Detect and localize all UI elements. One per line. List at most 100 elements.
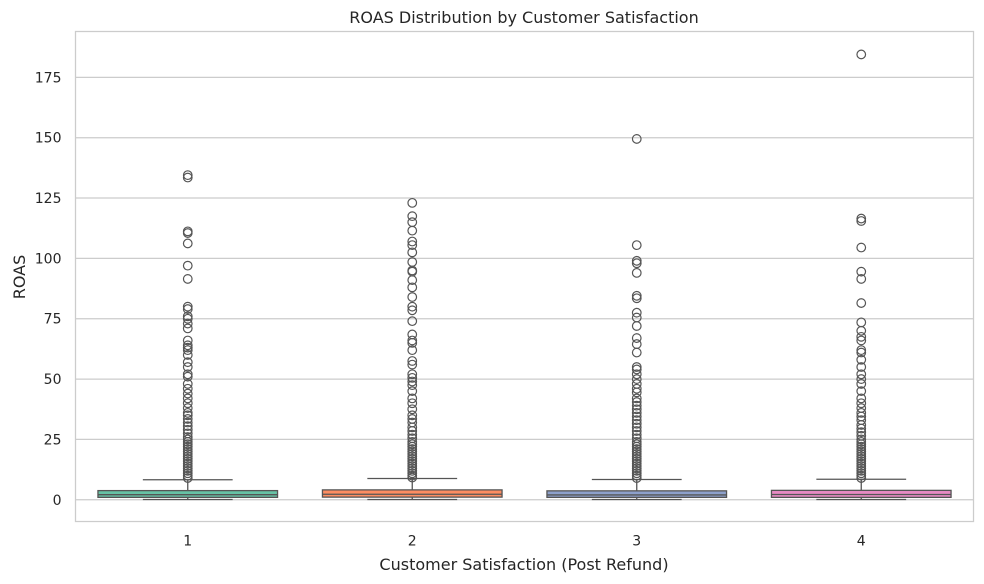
- outlier-point: [856, 325, 867, 336]
- outlier-point: [631, 453, 642, 464]
- outlier-point: [407, 386, 418, 397]
- outlier-point: [407, 380, 418, 391]
- outlier-point: [631, 400, 642, 411]
- outlier-point: [182, 393, 193, 404]
- outlier-point: [631, 426, 642, 436]
- outlier-point: [631, 293, 642, 304]
- outlier-point: [631, 339, 642, 349]
- outlier-point: [407, 197, 418, 208]
- outlier-point: [182, 350, 193, 360]
- outlier-point: [407, 458, 418, 469]
- y-axis-label: ROAS: [10, 255, 29, 300]
- x-axis-label: Customer Satisfaction (Post Refund): [379, 555, 668, 574]
- outlier-point: [407, 335, 418, 346]
- y-tick-labels: 0 25 50 75 100 125 150 175: [35, 70, 62, 508]
- outlier-point: [631, 444, 642, 454]
- x-tick-labels: 1 2 3 4: [183, 534, 866, 550]
- outlier-point: [631, 465, 642, 476]
- outlier-point: [407, 426, 418, 436]
- outlier-point: [407, 393, 418, 404]
- outlier-point: [631, 418, 642, 429]
- outlier-point: [182, 369, 193, 380]
- outlier-point: [182, 170, 193, 181]
- outlier-point: [182, 342, 193, 353]
- y-tick-label: 125: [35, 191, 62, 207]
- iqr-box: [97, 489, 279, 499]
- outlier-point: [182, 449, 193, 459]
- outlier-point: [631, 255, 642, 266]
- outlier-point: [856, 347, 867, 358]
- outlier-point: [182, 446, 193, 457]
- outlier-point: [407, 404, 418, 415]
- outlier-point: [407, 345, 418, 356]
- outlier-point: [856, 335, 867, 346]
- outlier-point: [407, 217, 418, 228]
- outlier-point: [856, 449, 867, 459]
- outlier-point: [631, 441, 642, 452]
- outlier-point: [182, 453, 193, 464]
- outlier-point: [856, 458, 867, 469]
- outlier-point: [631, 258, 642, 269]
- outlier-point: [182, 313, 193, 324]
- outlier-point: [856, 216, 867, 226]
- outlier-point: [182, 388, 193, 399]
- y-tick-label: 75: [44, 312, 62, 328]
- outlier-point: [182, 441, 193, 452]
- outlier-point: [856, 423, 867, 434]
- outlier-point: [182, 172, 193, 183]
- outlier-point: [182, 357, 193, 368]
- outlier-point: [856, 451, 867, 462]
- outlier-point: [631, 415, 642, 426]
- outlier-point: [856, 393, 867, 404]
- outlier-point: [631, 387, 642, 398]
- outlier-point: [407, 240, 418, 251]
- outlier-point: [631, 290, 642, 301]
- outlier-point: [182, 362, 193, 372]
- outlier-point: [407, 453, 418, 464]
- box-layer: [97, 49, 952, 501]
- box-group-2: [321, 197, 503, 501]
- outlier-point: [856, 374, 867, 384]
- outlier-point: [631, 446, 642, 457]
- y-tick-label: 50: [44, 372, 62, 388]
- outlier-point: [182, 458, 193, 469]
- outlier-point: [407, 236, 418, 247]
- outlier-point: [407, 410, 418, 421]
- outlier-point: [856, 470, 867, 481]
- outlier-point: [407, 211, 418, 222]
- y-tick-label: 25: [44, 432, 62, 448]
- outlier-point: [182, 228, 193, 238]
- outlier-point: [182, 323, 193, 334]
- outlier-point: [631, 404, 642, 415]
- outlier-point: [631, 364, 642, 375]
- outlier-point: [182, 439, 193, 450]
- outlier-point: [856, 298, 867, 308]
- outlier-point: [856, 345, 867, 356]
- outlier-point: [407, 449, 418, 459]
- outlier-point: [856, 439, 867, 450]
- outlier-point: [856, 266, 867, 277]
- outlier-point: [407, 444, 418, 454]
- outlier-point: [631, 439, 642, 450]
- outlier-point: [407, 446, 418, 457]
- chart-title: ROAS Distribution by Customer Satisfacti…: [349, 8, 698, 27]
- outlier-point: [631, 347, 642, 358]
- grid-layer: [75, 76, 974, 501]
- outlier-point: [182, 465, 193, 476]
- outlier-point: [182, 238, 193, 249]
- y-tick-label: 175: [35, 70, 62, 86]
- x-tick-label: 2: [408, 534, 417, 550]
- outlier-point: [182, 260, 193, 271]
- outlier-point: [407, 456, 418, 467]
- outlier-point: [631, 451, 642, 462]
- y-tick-label: 100: [35, 251, 62, 267]
- outlier-point: [631, 411, 642, 422]
- outlier-point: [856, 436, 867, 447]
- outlier-point: [407, 292, 418, 302]
- outlier-point: [631, 436, 642, 447]
- outlier-point: [856, 427, 867, 438]
- outlier-point: [631, 422, 642, 433]
- outlier-point: [856, 274, 867, 284]
- outlier-point: [631, 397, 642, 407]
- iqr-box: [546, 490, 728, 499]
